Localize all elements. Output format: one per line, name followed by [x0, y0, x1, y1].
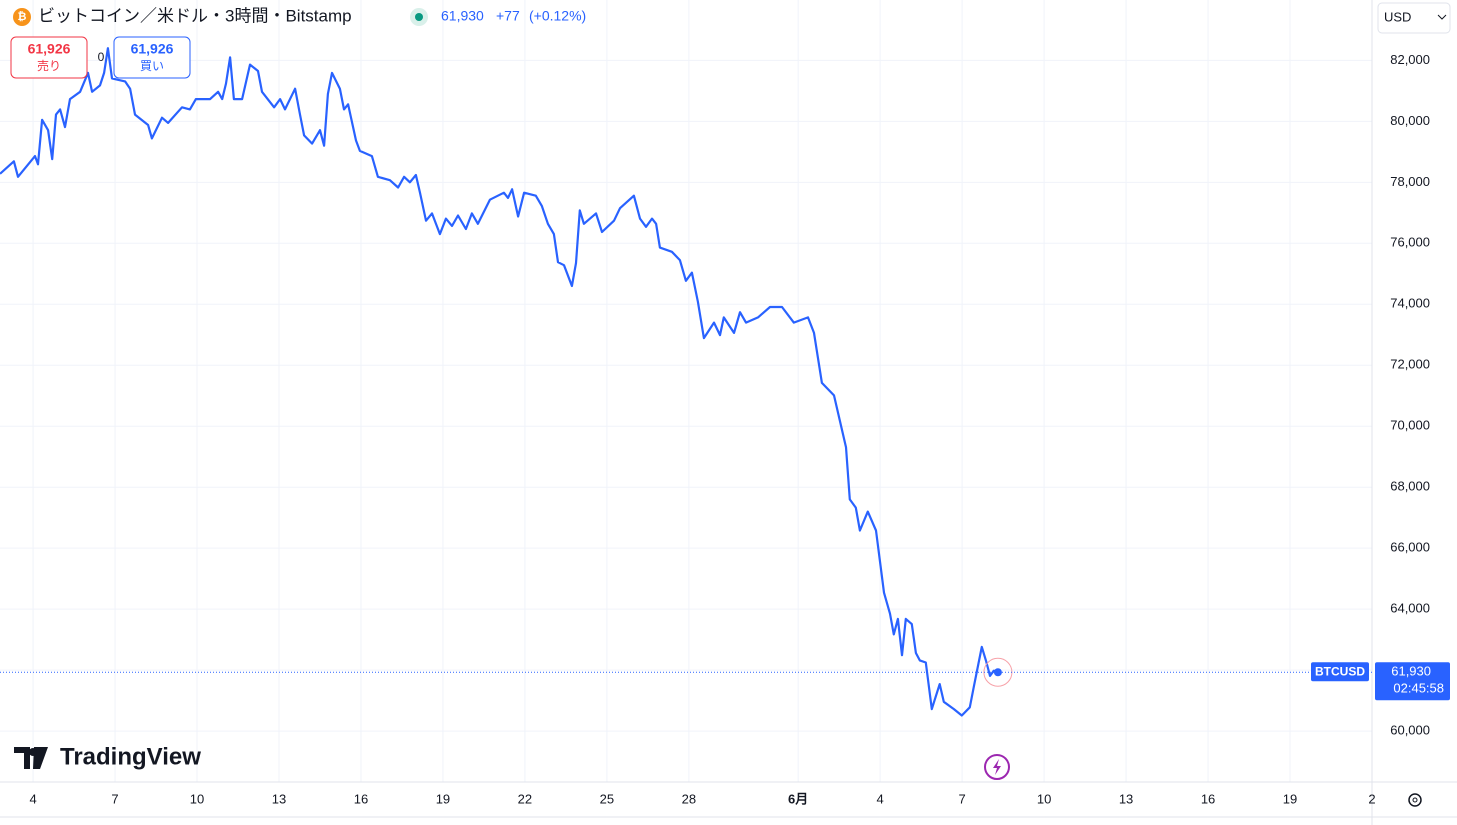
y-tick-label: 70,000	[1390, 418, 1430, 433]
x-tick-label: 10	[190, 791, 204, 806]
y-tick-label: 80,000	[1390, 113, 1430, 128]
buy-button[interactable]	[113, 36, 191, 79]
x-tick-label: 19	[436, 791, 450, 806]
price-tag-value: 61,930	[1391, 664, 1431, 679]
buy-price: 61,926	[131, 41, 174, 57]
price-tag	[1375, 662, 1450, 701]
status-dot	[415, 13, 423, 21]
plot-area	[0, 0, 1373, 782]
currency-select[interactable]	[1377, 2, 1451, 34]
brand-icon-dot	[29, 748, 37, 756]
currency-label: USD	[1384, 9, 1411, 24]
coin-icon	[13, 8, 31, 26]
sell-label: 売り	[37, 58, 61, 73]
series-name: BTCUSD	[1315, 664, 1365, 678]
x-tick-label: 7	[111, 791, 118, 806]
x-tick-label: 25	[600, 791, 614, 806]
x-tick-label: 22	[518, 791, 532, 806]
brand-name: TradingView	[60, 743, 201, 770]
y-tick-label: 82,000	[1390, 52, 1430, 67]
settings-icon[interactable]	[1408, 793, 1422, 807]
y-tick-label: 66,000	[1390, 540, 1430, 555]
y-tick-label: 72,000	[1390, 357, 1430, 372]
header-change: +77	[496, 8, 520, 24]
sell-price: 61,926	[28, 41, 71, 57]
sell-button[interactable]	[10, 36, 88, 79]
coin-glyph: ₿	[18, 11, 27, 23]
y-tick-label: 60,000	[1390, 723, 1430, 738]
x-tick-label: 19	[1283, 791, 1297, 806]
x-tick-label: 16	[354, 791, 368, 806]
y-tick-label: 64,000	[1390, 601, 1430, 616]
price-line	[0, 47, 999, 717]
x-tick-label: 4	[29, 791, 36, 806]
x-tick-label: 13	[272, 791, 286, 806]
price-tag-countdown: 02:45:58	[1393, 681, 1444, 696]
settings-icon-core	[1412, 797, 1418, 803]
x-tick-label: 13	[1119, 791, 1133, 806]
x-tick-label: 28	[682, 791, 696, 806]
x-tick-label: 6月	[788, 791, 808, 806]
y-tick-label: 78,000	[1390, 174, 1430, 189]
header-price: 61,930	[441, 8, 484, 24]
chart-title: ビットコイン／米ドル・3時間・Bitstamp	[38, 6, 352, 25]
series-tag	[1311, 662, 1369, 682]
x-tick-label: 10	[1037, 791, 1051, 806]
dropdown-arrow	[1437, 14, 1447, 20]
x-tick-label: 2	[1368, 791, 1375, 806]
y-tick-label: 74,000	[1390, 296, 1430, 311]
spread: 0	[98, 50, 105, 64]
x-tick-label: 16	[1201, 791, 1215, 806]
buy-label: 買い	[140, 59, 164, 73]
last-point	[993, 668, 1002, 677]
event-glyph	[993, 759, 1001, 775]
x-tick-label: 4	[877, 791, 884, 806]
header-change-pct: (+0.12%)	[529, 8, 586, 24]
y-tick-label: 76,000	[1390, 235, 1430, 250]
x-tick-label: 7	[959, 791, 966, 806]
y-tick-label: 68,000	[1390, 479, 1430, 494]
brand-icon	[14, 747, 48, 769]
